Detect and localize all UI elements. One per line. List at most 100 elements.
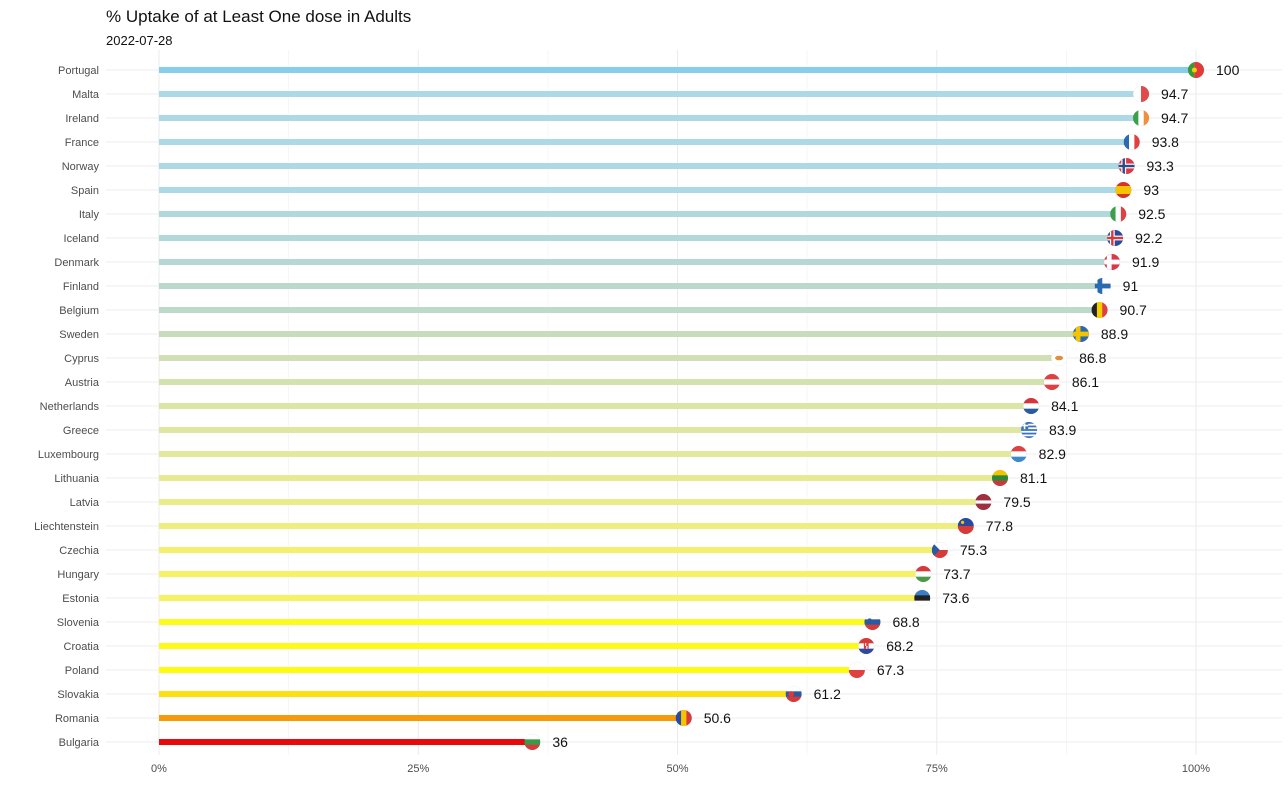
flag-italy-icon [1110,206,1127,222]
bar [159,211,1119,217]
flag-finland-icon [1094,278,1111,294]
value-label: 88.9 [1101,326,1128,342]
flag-france-icon [1123,134,1140,150]
gridlines [106,50,1282,755]
category-label: Hungary [57,569,99,581]
category-label: Romania [55,713,100,725]
bar [159,475,1001,481]
bar [159,547,940,553]
bar-row: 92.5 [159,205,1166,223]
value-label: 91 [1123,278,1139,294]
flag-ireland-icon [1133,110,1150,126]
bar-row: 91.9 [159,253,1159,271]
bar [159,283,1103,289]
value-label: 86.1 [1072,374,1099,390]
value-label: 83.9 [1049,422,1076,438]
category-label: Italy [79,209,100,221]
bar [159,67,1196,73]
bar-row: 94.7 [159,85,1189,103]
value-label: 82.9 [1039,446,1066,462]
value-label: 93 [1143,182,1159,198]
flag-liechtenstein-icon [957,518,974,534]
bar-row: 68.8 [159,613,920,631]
category-label: Slovenia [57,617,100,629]
category-label: Austria [65,377,100,389]
bar [159,427,1030,433]
bar [159,595,923,601]
value-label: 84.1 [1051,398,1078,414]
value-label: 91.9 [1132,254,1159,270]
value-label: 93.3 [1147,158,1174,174]
bar-row: 93.8 [159,133,1179,151]
category-label: Czechia [59,545,100,557]
bar-row: 93.3 [159,157,1174,175]
bar-row: 36 [159,733,568,751]
category-label: France [65,137,99,149]
x-axis-labels: 0% 25% 50% 75% 100% [151,763,1210,775]
flag-slovakia-icon [785,686,802,702]
flag-hungary-icon [915,566,932,582]
category-label: Belgium [59,305,99,317]
bars: 100 94.7 94.7 93.8 93.3 93 92.5 92.2 91.9 91 90.7 8… [159,61,1240,751]
bar [159,619,873,625]
bar [159,403,1032,409]
value-label: 92.2 [1135,230,1162,246]
value-label: 68.8 [892,614,919,630]
flag-sweden-icon [1072,326,1089,342]
flag-spain-icon [1115,182,1132,198]
flag-croatia-icon [858,638,875,654]
bar-row: 83.9 [159,421,1077,439]
category-label: Croatia [64,641,100,653]
category-label: Slovakia [57,689,99,701]
category-label: Liechtenstein [34,521,99,533]
value-label: 61.2 [814,686,841,702]
value-label: 90.7 [1120,302,1147,318]
bar [159,379,1052,385]
category-label: Bulgaria [59,737,100,749]
flag-latvia-icon [975,494,992,510]
value-label: 94.7 [1161,110,1188,126]
bar [159,307,1100,313]
bar [159,163,1127,169]
chart-title: % Uptake of at Least One dose in Adults [106,7,411,26]
bar [159,139,1132,145]
flag-portugal-icon [1188,62,1204,78]
bar [159,499,984,505]
x-tick-label: 75% [926,763,948,775]
bar [159,691,794,697]
bar-row: 67.3 [159,661,904,679]
category-label: Portugal [58,65,99,77]
flag-slovenia-icon [864,614,881,630]
bar-row: 61.2 [159,685,841,703]
value-label: 94.7 [1161,86,1188,102]
flag-lithuania-icon [992,470,1009,486]
bar [159,115,1142,121]
category-label: Greece [63,425,99,437]
bar [159,331,1081,337]
flag-poland-icon [848,662,865,678]
value-label: 77.8 [986,518,1013,534]
category-label: Iceland [64,233,99,245]
category-label: Netherlands [40,401,100,413]
value-label: 50.6 [704,710,731,726]
bar-row: 86.1 [159,373,1099,391]
x-tick-label: 25% [407,763,429,775]
flag-belgium-icon [1091,302,1108,318]
category-label: Denmark [54,257,99,269]
category-label: Latvia [70,497,100,509]
bar [159,451,1019,457]
category-label: Cyprus [64,353,99,365]
bar [159,667,857,673]
bar [159,715,684,721]
flag-malta-icon [1133,86,1150,102]
value-label: 36 [552,734,568,750]
category-label: Estonia [62,593,100,605]
value-label: 68.2 [886,638,913,654]
value-label: 73.7 [943,566,970,582]
category-label: Norway [62,161,100,173]
bar [159,523,966,529]
bar-row: 50.6 [159,709,731,727]
bar-row: 81.1 [159,469,1047,487]
bar-row: 88.9 [159,325,1128,343]
